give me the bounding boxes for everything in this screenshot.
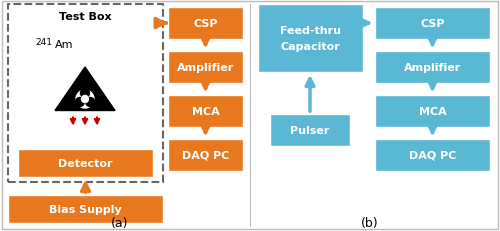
Bar [168,8,243,40]
Text: DAQ PC: DAQ PC [182,150,229,160]
Polygon shape [55,68,115,111]
Text: Test Box: Test Box [59,12,112,22]
Bar [270,115,350,146]
Bar [18,149,153,177]
Bar [168,139,243,171]
Circle shape [80,89,90,98]
Bar [8,5,163,182]
Bar [168,96,243,128]
Text: CSP: CSP [420,19,445,29]
Bar [258,5,363,73]
Text: MCA: MCA [418,106,446,116]
Circle shape [76,98,84,107]
Text: Detector: Detector [58,158,113,168]
Bar [375,52,490,84]
Text: (a): (a) [112,217,129,230]
Bar [375,8,490,40]
Text: (b): (b) [361,217,379,230]
Circle shape [82,96,88,103]
Text: MCA: MCA [192,106,220,116]
Text: Amplifier: Amplifier [404,63,461,73]
Bar [375,96,490,128]
Text: Feed-thru: Feed-thru [280,26,341,36]
Circle shape [86,98,94,107]
Bar [168,52,243,84]
Bar [375,139,490,171]
Text: 241: 241 [35,38,52,47]
Text: Capacitor: Capacitor [280,42,340,52]
Text: DAQ PC: DAQ PC [409,150,456,160]
Text: Pulser: Pulser [290,125,330,135]
Bar [8,195,163,223]
Text: Am: Am [55,40,74,50]
Text: Amplifier: Amplifier [177,63,234,73]
Circle shape [76,91,94,109]
Text: Bias Supply: Bias Supply [49,204,122,214]
Text: CSP: CSP [194,19,218,29]
